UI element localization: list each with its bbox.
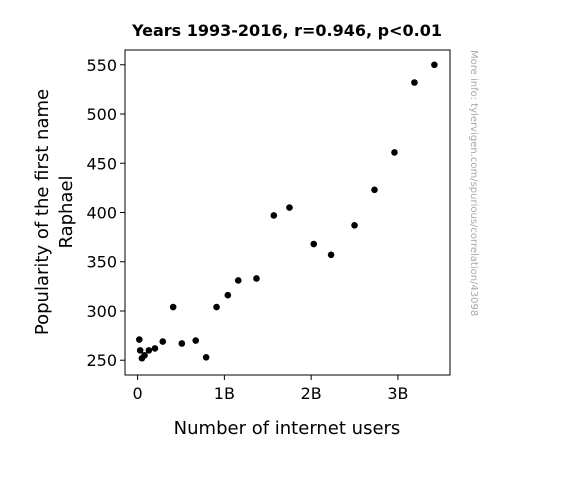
- data-point: [141, 352, 148, 359]
- y-tick-label: 350: [86, 253, 117, 272]
- x-tick-label: 2B: [301, 384, 322, 403]
- y-axis: 250 300 350 400 450 500 550: [86, 56, 125, 370]
- data-point: [253, 275, 260, 282]
- data-point: [136, 336, 143, 343]
- data-point: [431, 61, 438, 69]
- data-point: [169, 303, 177, 311]
- data-point: [234, 277, 242, 284]
- data-point: [310, 240, 318, 248]
- x-tick-label: 0: [132, 384, 142, 403]
- data-point: [151, 345, 159, 352]
- x-axis-label: Number of internet users: [174, 418, 401, 439]
- data-point: [391, 149, 398, 156]
- data-point: [213, 303, 220, 311]
- y-tick-label: 250: [86, 351, 117, 370]
- data-point: [286, 204, 293, 211]
- data-point: [351, 222, 358, 229]
- data-point: [270, 212, 278, 219]
- x-tick-label: 1B: [214, 384, 235, 403]
- data-point: [371, 186, 378, 194]
- plot-frame: [124, 49, 451, 376]
- plot-area: 0 1B 2B 3B 250 300 350 400 450 500 550: [86, 49, 451, 403]
- y-axis-label-line-1: Popularity of the first name: [32, 89, 53, 335]
- data-point: [192, 337, 200, 344]
- y-tick-label: 500: [86, 105, 117, 124]
- data-point: [224, 291, 232, 299]
- x-tick-label: 3B: [387, 384, 408, 403]
- data-point: [159, 338, 167, 345]
- data-point: [327, 251, 335, 259]
- x-axis: 0 1B 2B 3B: [132, 375, 409, 403]
- y-tick-label: 450: [86, 154, 117, 173]
- data-point: [145, 347, 153, 354]
- y-tick-label: 550: [86, 56, 117, 75]
- y-axis-label-line-2: Raphael: [56, 175, 77, 248]
- data-point: [136, 347, 144, 354]
- y-tick-label: 400: [86, 204, 117, 223]
- chart-title: Years 1993-2016, r=0.946, p<0.01: [131, 21, 442, 40]
- data-point: [202, 353, 210, 361]
- y-tick-label: 300: [86, 302, 117, 321]
- source-watermark: More info: tylervigen.com/spurious/corre…: [468, 50, 479, 316]
- data-point: [178, 340, 186, 347]
- data-point: [411, 79, 418, 86]
- data-points: [136, 61, 438, 362]
